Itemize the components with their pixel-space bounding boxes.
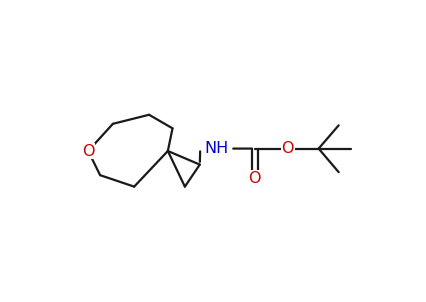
Text: O: O (281, 141, 294, 156)
Text: NH: NH (204, 141, 228, 156)
Text: O: O (82, 143, 95, 159)
Text: O: O (248, 171, 261, 186)
